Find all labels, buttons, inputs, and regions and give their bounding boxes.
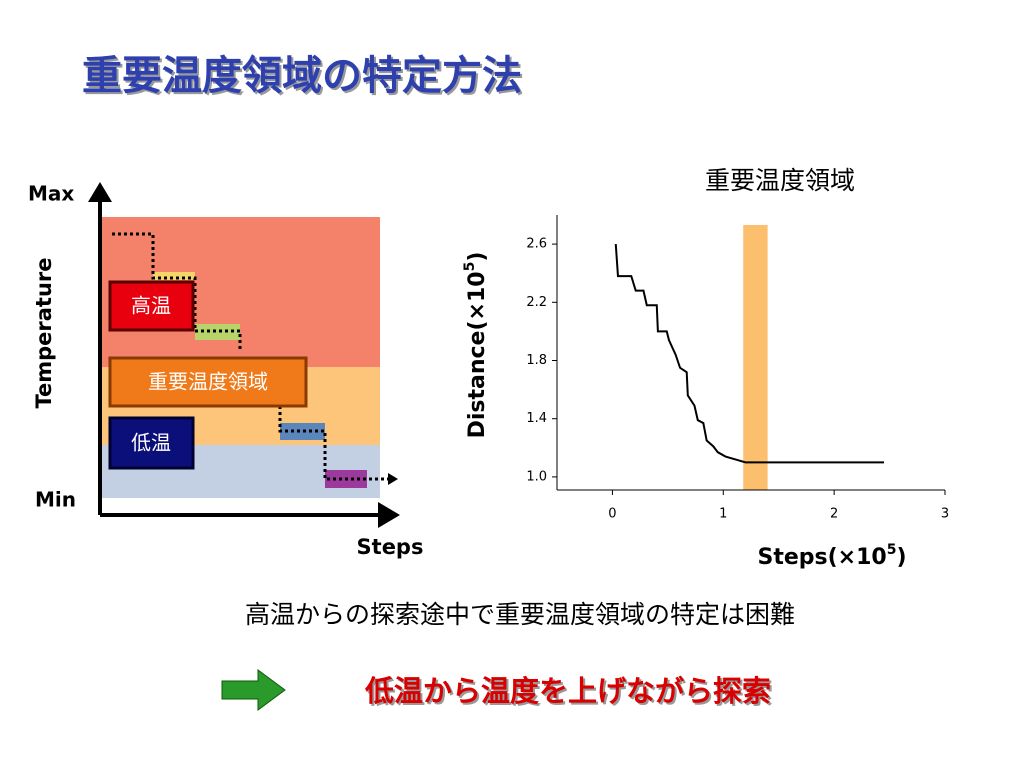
arrow-icon: [221, 669, 286, 711]
step-block: [195, 324, 240, 340]
x-tick-label: 3: [941, 507, 949, 522]
y-tick-label: 1.8: [526, 353, 547, 368]
x-tick-label: 1: [719, 507, 727, 522]
chart-title: 重要温度領域: [705, 166, 855, 195]
chart-x-label: Steps(×105): [757, 542, 906, 570]
label-text: Distance(×10: [465, 271, 490, 438]
step-block: [280, 423, 325, 440]
solution-note: 低温から温度を上げながら探索: [364, 674, 771, 708]
temperature-diagram: Max Min Temperature Steps 高温 重要温度領域 低温: [28, 182, 423, 560]
x-tick-label: 0: [608, 507, 616, 522]
problem-note: 高温からの探索途中で重要温度領域の特定は困難: [245, 600, 795, 629]
max-label: Max: [28, 182, 74, 206]
high-box: [108, 280, 195, 332]
title: 重要温度領域の特定方法: [82, 53, 522, 99]
y-tick-label: 1.0: [526, 469, 547, 484]
label-suffix: ): [465, 252, 490, 262]
region-label: 重要温度領域: [148, 370, 268, 394]
step-block: [153, 272, 195, 280]
x-tick-label: 2: [830, 507, 838, 522]
solution-shadow: 低温から温度を上げながら探索: [366, 676, 773, 710]
search-path: [112, 232, 388, 481]
label-exp: 5: [462, 262, 478, 272]
data-line: [614, 244, 885, 464]
mid-box: [108, 356, 308, 408]
label-exp: 5: [887, 542, 897, 558]
y-arrow: [88, 182, 112, 202]
y-label: Temperature: [32, 257, 56, 408]
y-tick-label: 1.4: [526, 411, 547, 426]
title-shadow: 重要温度領域の特定方法: [84, 55, 524, 101]
min-label: Min: [35, 488, 76, 512]
x-arrow: [378, 502, 400, 528]
x-label: Steps: [357, 535, 424, 559]
highlight-band: [743, 225, 768, 490]
region-label: 高温: [131, 294, 171, 318]
label-suffix: ): [896, 545, 906, 570]
chart-y-label: Distance(×105): [462, 252, 490, 439]
y-tick-label: 2.6: [526, 237, 547, 252]
y-tick-label: 2.2: [526, 295, 547, 310]
low-box: [108, 416, 195, 470]
region-label: 低温: [131, 431, 171, 455]
distance-chart: 重要温度領域 Distance(×105) Steps(×105) 1.01.4…: [462, 166, 949, 570]
label-text: Steps(×10: [757, 545, 886, 570]
path-arrow: [388, 473, 398, 485]
